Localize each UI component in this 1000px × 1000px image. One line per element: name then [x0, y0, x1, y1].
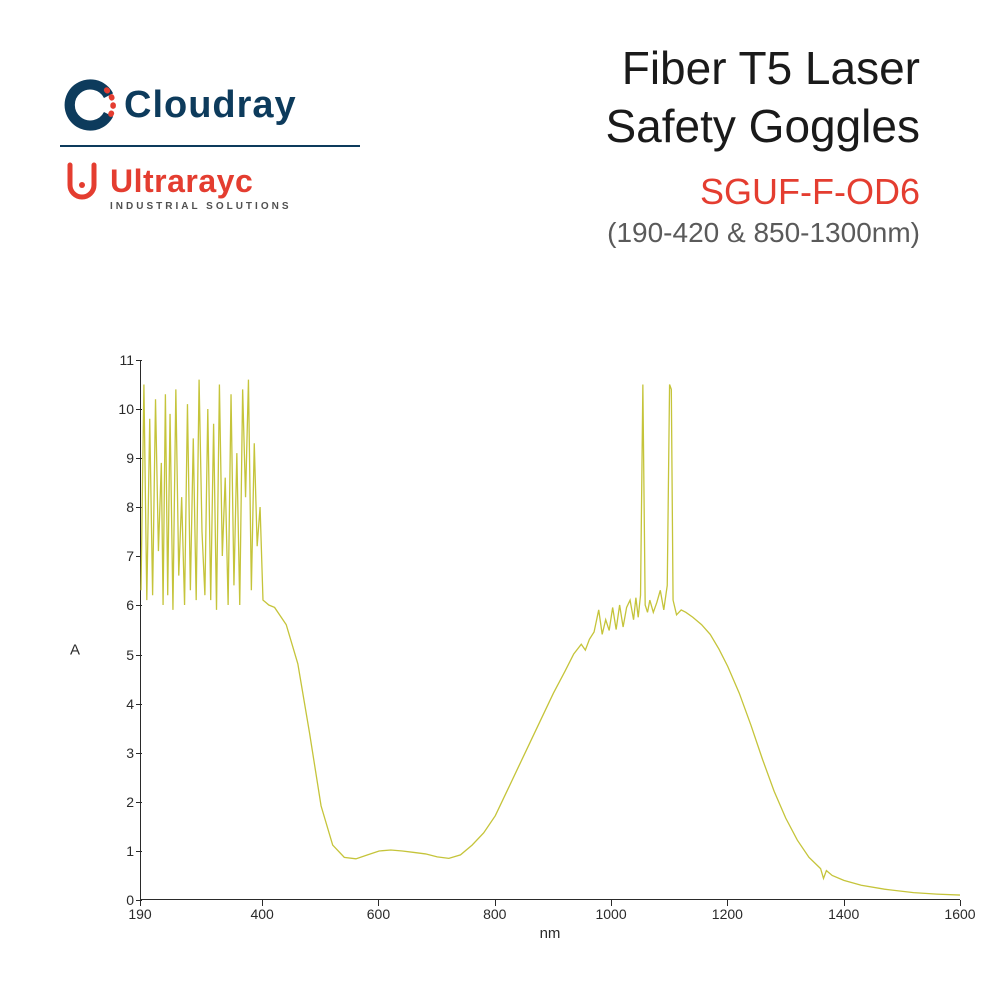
y-tick-label: 2: [106, 794, 134, 810]
y-tick-label: 6: [106, 597, 134, 613]
y-tick-label: 3: [106, 745, 134, 761]
cloudray-text: Cloudray: [124, 84, 297, 127]
x-tick-label: 800: [483, 906, 506, 922]
brand-logos: Cloudray Ultrarayc INDUSTRIAL SOLUTIONS: [60, 77, 420, 212]
product-code: SGUF-F-OD6: [420, 171, 920, 213]
y-tick-label: 11: [106, 352, 134, 368]
x-tick-label: 400: [250, 906, 273, 922]
x-tick-label: 1200: [712, 906, 743, 922]
x-tick-label: 1000: [595, 906, 626, 922]
cloudray-logo: Cloudray: [60, 77, 420, 133]
y-tick-label: 1: [106, 843, 134, 859]
y-tick-label: 7: [106, 548, 134, 564]
product-title-line1: Fiber T5 Laser: [420, 40, 920, 98]
cloudray-icon: [60, 77, 116, 133]
y-tick-label: 8: [106, 499, 134, 515]
y-tick-label: 10: [106, 401, 134, 417]
y-tick-label: 4: [106, 696, 134, 712]
chart-plot-area: [140, 360, 960, 900]
x-axis: nm 1904006008001000120014001600: [140, 900, 960, 940]
ultrarayc-icon: [60, 159, 104, 203]
ultrarayc-logo: Ultrarayc INDUSTRIAL SOLUTIONS: [60, 159, 420, 212]
y-tick-label: 5: [106, 647, 134, 663]
x-tick-label: 1600: [944, 906, 975, 922]
ultrarayc-text: Ultrarayc: [110, 163, 253, 200]
y-tick-label: 9: [106, 450, 134, 466]
logo-divider: [60, 145, 360, 147]
x-tick-label: 190: [128, 906, 151, 922]
y-axis: 01234567891011: [106, 360, 136, 900]
y-axis-label: A: [70, 642, 80, 659]
title-block: Fiber T5 Laser Safety Goggles SGUF-F-OD6…: [420, 40, 940, 249]
ultrarayc-subtitle: INDUSTRIAL SOLUTIONS: [110, 201, 420, 212]
x-tick-label: 1400: [828, 906, 859, 922]
x-axis-label: nm: [540, 925, 561, 942]
wavelength-range: (190-420 & 850-1300nm): [420, 217, 920, 249]
spectrum-curve: [141, 360, 960, 899]
product-title-line2: Safety Goggles: [420, 98, 920, 156]
od-spectrum-chart: A 01234567891011 nm 19040060080010001200…: [50, 360, 970, 940]
x-tick-label: 600: [367, 906, 390, 922]
